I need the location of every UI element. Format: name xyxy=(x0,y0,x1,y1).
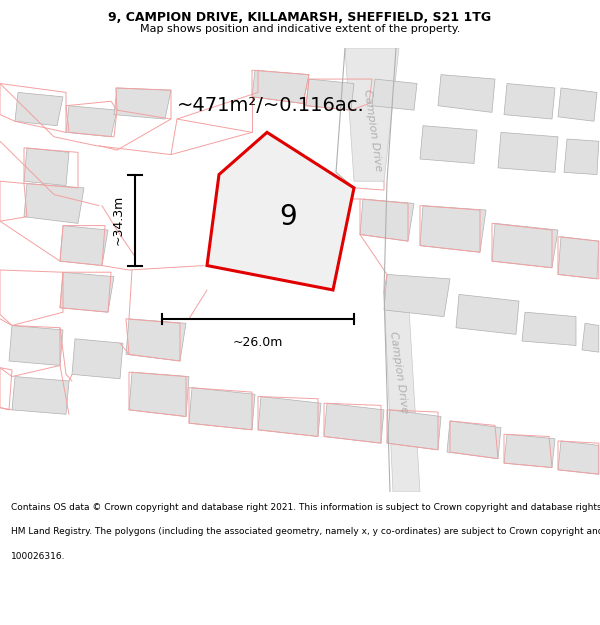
Text: HM Land Registry. The polygons (including the associated geometry, namely x, y c: HM Land Registry. The polygons (includin… xyxy=(11,528,600,536)
Polygon shape xyxy=(306,79,354,110)
Text: Campion Drive: Campion Drive xyxy=(388,331,410,414)
Polygon shape xyxy=(24,183,84,223)
Polygon shape xyxy=(456,294,519,334)
Polygon shape xyxy=(582,323,599,352)
Polygon shape xyxy=(9,326,63,366)
Polygon shape xyxy=(60,226,108,266)
Text: ~26.0m: ~26.0m xyxy=(233,336,283,349)
Polygon shape xyxy=(72,339,123,379)
Polygon shape xyxy=(258,396,321,436)
Polygon shape xyxy=(558,88,597,121)
Polygon shape xyxy=(189,388,255,430)
Polygon shape xyxy=(498,132,558,173)
Text: 9, CAMPION DRIVE, KILLAMARSH, SHEFFIELD, S21 1TG: 9, CAMPION DRIVE, KILLAMARSH, SHEFFIELD,… xyxy=(109,11,491,24)
Polygon shape xyxy=(504,84,555,119)
Polygon shape xyxy=(126,319,186,361)
Polygon shape xyxy=(558,237,599,279)
Polygon shape xyxy=(252,70,309,104)
Polygon shape xyxy=(345,48,399,181)
Polygon shape xyxy=(24,148,69,186)
Polygon shape xyxy=(438,74,495,112)
Polygon shape xyxy=(492,223,558,268)
Polygon shape xyxy=(504,434,555,468)
Polygon shape xyxy=(372,79,417,110)
Polygon shape xyxy=(420,206,486,252)
Polygon shape xyxy=(420,126,477,164)
Text: Contains OS data © Crown copyright and database right 2021. This information is : Contains OS data © Crown copyright and d… xyxy=(11,503,600,512)
Polygon shape xyxy=(129,372,189,416)
Polygon shape xyxy=(12,376,69,414)
Polygon shape xyxy=(114,88,171,119)
Polygon shape xyxy=(522,312,576,346)
Text: ~471m²/~0.116ac.: ~471m²/~0.116ac. xyxy=(177,96,365,115)
Polygon shape xyxy=(384,292,420,492)
Polygon shape xyxy=(384,274,450,317)
Polygon shape xyxy=(207,132,354,290)
Polygon shape xyxy=(387,410,441,450)
Polygon shape xyxy=(558,441,599,474)
Polygon shape xyxy=(60,272,114,312)
Text: 9: 9 xyxy=(279,202,297,231)
Text: Map shows position and indicative extent of the property.: Map shows position and indicative extent… xyxy=(140,24,460,34)
Polygon shape xyxy=(564,139,599,174)
Text: Campion Drive: Campion Drive xyxy=(362,88,384,172)
Polygon shape xyxy=(360,199,414,241)
Text: ~34.3m: ~34.3m xyxy=(111,195,124,245)
Polygon shape xyxy=(324,403,384,443)
Text: 100026316.: 100026316. xyxy=(11,552,65,561)
Polygon shape xyxy=(66,106,117,137)
Polygon shape xyxy=(447,421,501,459)
Polygon shape xyxy=(15,92,63,126)
